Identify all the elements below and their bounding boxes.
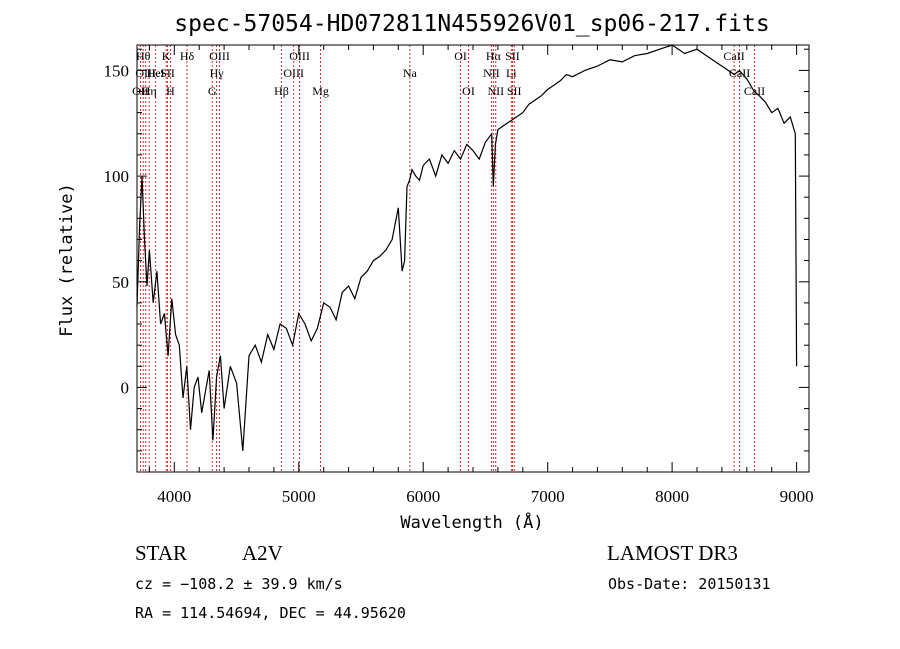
spectral-line-label: Hη — [142, 84, 157, 98]
spectral-line-label: NII — [483, 66, 500, 80]
x-tick-label: 9000 — [780, 487, 814, 506]
x-tick-label: 8000 — [655, 487, 689, 506]
spectral-line-label: OIII — [135, 66, 156, 80]
spectral-line-label: Hα — [486, 49, 502, 63]
x-tick-label: 6000 — [406, 487, 440, 506]
ra-dec: RA = 114.54694, DEC = 44.95620 — [135, 604, 406, 622]
y-tick-label: 50 — [112, 273, 129, 292]
spectral-line-label: Na — [403, 66, 418, 80]
y-axis-label: Flux (relative) — [57, 183, 77, 337]
x-tick-label: 5000 — [282, 487, 316, 506]
y-tick-label: 0 — [121, 378, 130, 397]
spectral-line-label: OIII — [283, 66, 304, 80]
spectral-line-label: SII — [505, 49, 520, 63]
y-axis-ticks: 0 50 100 150 — [104, 48, 809, 452]
spectral-line-label: OIII — [289, 49, 310, 63]
spectral-line-label: H — [166, 84, 175, 98]
spectral-line-label: OI — [462, 84, 475, 98]
spectral-line-label: Hβ — [274, 84, 289, 98]
object-subclass: A2V — [242, 541, 283, 565]
x-tick-label: 7000 — [531, 487, 565, 506]
spectral-line-markers — [139, 45, 755, 472]
object-class: STAR — [135, 541, 187, 565]
y-tick-label: 150 — [104, 61, 130, 80]
spectral-line-label: K — [162, 49, 171, 63]
x-axis-label: Wavelength (Å) — [400, 511, 543, 533]
spectral-line-label: Hδ — [180, 49, 195, 63]
x-tick-label: 4000 — [157, 487, 191, 506]
spectral-line-labels: OIIHθOIIIHηHeIKSIIHHδGHγOIIIHβOIIIOIIIMg… — [132, 49, 765, 98]
spectral-line-label: G — [208, 84, 217, 98]
spectral-line-label: Li — [506, 66, 517, 80]
spectral-line-label: CaII — [723, 49, 744, 63]
x-axis-ticks: 4000 5000 6000 7000 8000 9000 — [148, 45, 814, 506]
y-tick-label: 100 — [104, 167, 130, 186]
plot-frame — [136, 44, 810, 473]
spectral-line-label: Hγ — [210, 66, 225, 80]
spectrum-series-line — [136, 44, 798, 451]
chart-title: spec-57054-HD072811N455926V01_sp06-217.f… — [174, 11, 769, 37]
survey-name: LAMOST DR3 — [607, 541, 738, 565]
obs-date: Obs-Date: 20150131 — [608, 575, 771, 593]
spectral-line-label: NII — [487, 84, 504, 98]
spectral-line-label: OIII — [209, 49, 230, 63]
spectral-line-label: SII — [507, 84, 522, 98]
spectral-line-label: HeI — [147, 66, 165, 80]
spectral-line-label: Hθ — [136, 49, 151, 63]
spectral-line-label: Mg — [312, 84, 329, 98]
redshift-cz: cz = −108.2 ± 39.9 km/s — [135, 575, 343, 593]
spectral-line-label: OI — [454, 49, 467, 63]
spectral-line-label: SII — [160, 66, 175, 80]
